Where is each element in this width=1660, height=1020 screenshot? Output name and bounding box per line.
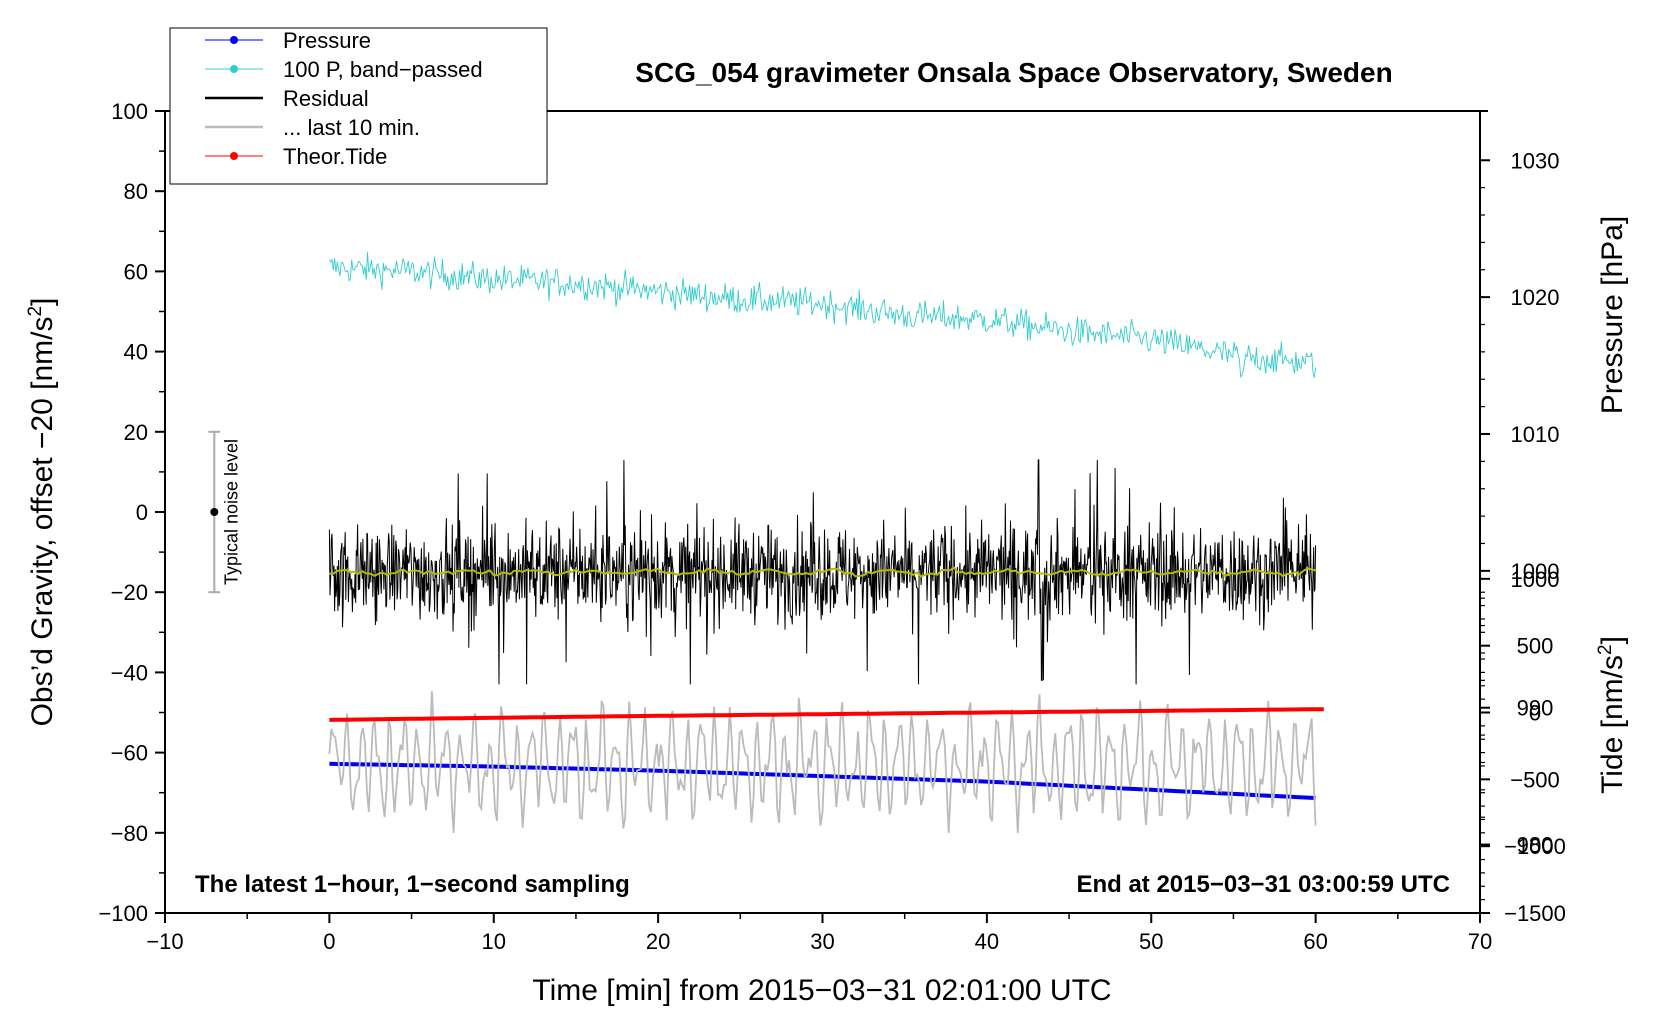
x-tick-label: 30 — [810, 929, 834, 954]
x-tick-label: 20 — [646, 929, 670, 954]
x-tick-label: 10 — [482, 929, 506, 954]
y-tick-label: 100 — [111, 99, 148, 124]
legend-label: Pressure — [283, 28, 371, 53]
axis-ticks: −10 0 10 20 30 40 50 60 70100806040200−20−40−60−… — [98, 99, 1565, 954]
pressure-tick-label: 1030 — [1511, 148, 1560, 173]
tide-tick-label: 0 — [1529, 701, 1541, 726]
y-tick-label: 0 — [136, 500, 148, 525]
plot-series — [328, 252, 1324, 833]
legend-label: Theor.Tide — [283, 144, 387, 169]
pressure-tick-label: 980 — [1517, 833, 1554, 858]
y-axis-title-tide-main: Tide [nm/s — [1596, 655, 1629, 794]
legend-label: 100 P, band−passed — [283, 57, 483, 82]
y-tick-label: 80 — [124, 179, 148, 204]
legend-marker — [230, 36, 238, 44]
y-axis-title-left-sup: 2 — [25, 306, 46, 317]
tide-tick-label: 1000 — [1511, 567, 1560, 592]
y-tick-label: 60 — [124, 259, 148, 284]
legend-label: ... last 10 min. — [283, 115, 420, 140]
pressure-tick-label: 1010 — [1511, 422, 1560, 447]
x-tick-label: 50 — [1139, 929, 1163, 954]
y-axis-title-tide-end: ] — [1596, 636, 1629, 644]
pressure-tick-label: 1020 — [1511, 285, 1560, 310]
bandpassed-pressure-line — [329, 252, 1317, 378]
y-tick-label: 20 — [124, 420, 148, 445]
tide-tick-label: 500 — [1517, 634, 1554, 659]
legend-marker — [230, 152, 238, 160]
legend-marker — [230, 65, 238, 73]
y-axis-title-left-main: Obs’d Gravity, offset −20 [nm/s — [26, 317, 59, 727]
noise-center-dot — [210, 508, 219, 516]
x-axis-title: Time [min] from 2015−03−31 02:01:00 UTC — [532, 974, 1111, 1007]
y-tick-label: −60 — [111, 741, 148, 766]
annotation-right: End at 2015−03−31 03:00:59 UTC — [1076, 871, 1450, 898]
annotation-left: The latest 1−hour, 1−second sampling — [195, 871, 630, 898]
y-axis-title-tide: Tide [nm/s2] — [1595, 636, 1629, 794]
pressure-tick-label: 1000 — [1511, 559, 1560, 584]
theoretical-tide-line — [329, 707, 1324, 722]
tide-tick-label: −500 — [1510, 767, 1560, 792]
y-axis-title-tide-sup: 2 — [1595, 644, 1616, 655]
y-tick-label: 40 — [124, 340, 148, 365]
pressure-tick-label: 990 — [1517, 696, 1554, 721]
y-axis-title-left-end: ] — [26, 298, 59, 306]
residual-line — [328, 459, 1317, 685]
x-tick-label: 0 — [323, 929, 335, 954]
x-tick-label: −10 — [146, 929, 183, 954]
tide-tick-label: −1500 — [1504, 901, 1566, 926]
x-tick-label: 70 — [1468, 929, 1492, 954]
last-10-min-line — [328, 691, 1317, 833]
pressure-line — [329, 761, 1316, 800]
y-tick-label: −40 — [111, 660, 148, 685]
chart-title: SCG_054 gravimeter Onsala Space Observat… — [635, 57, 1392, 88]
y-tick-label: −80 — [111, 821, 148, 846]
tide-tick-label: −1000 — [1504, 834, 1566, 859]
y-tick-label: −20 — [111, 580, 148, 605]
x-tick-label: 60 — [1303, 929, 1327, 954]
x-tick-label: 40 — [975, 929, 999, 954]
y-tick-label: −100 — [98, 901, 148, 926]
y-axis-title-left: Obs’d Gravity, offset −20 [nm/s2] — [25, 298, 59, 727]
y-axis-title-pressure: Pressure [hPa] — [1596, 216, 1629, 414]
residual-smoothed-line — [329, 566, 1316, 578]
noise-label: Typical noise level — [221, 439, 241, 585]
legend-label: Residual — [283, 86, 369, 111]
legend: Pressure 100 P, band−passed Residual ... la… — [169, 27, 548, 185]
noise-indicator: Typical noise level — [208, 430, 241, 594]
